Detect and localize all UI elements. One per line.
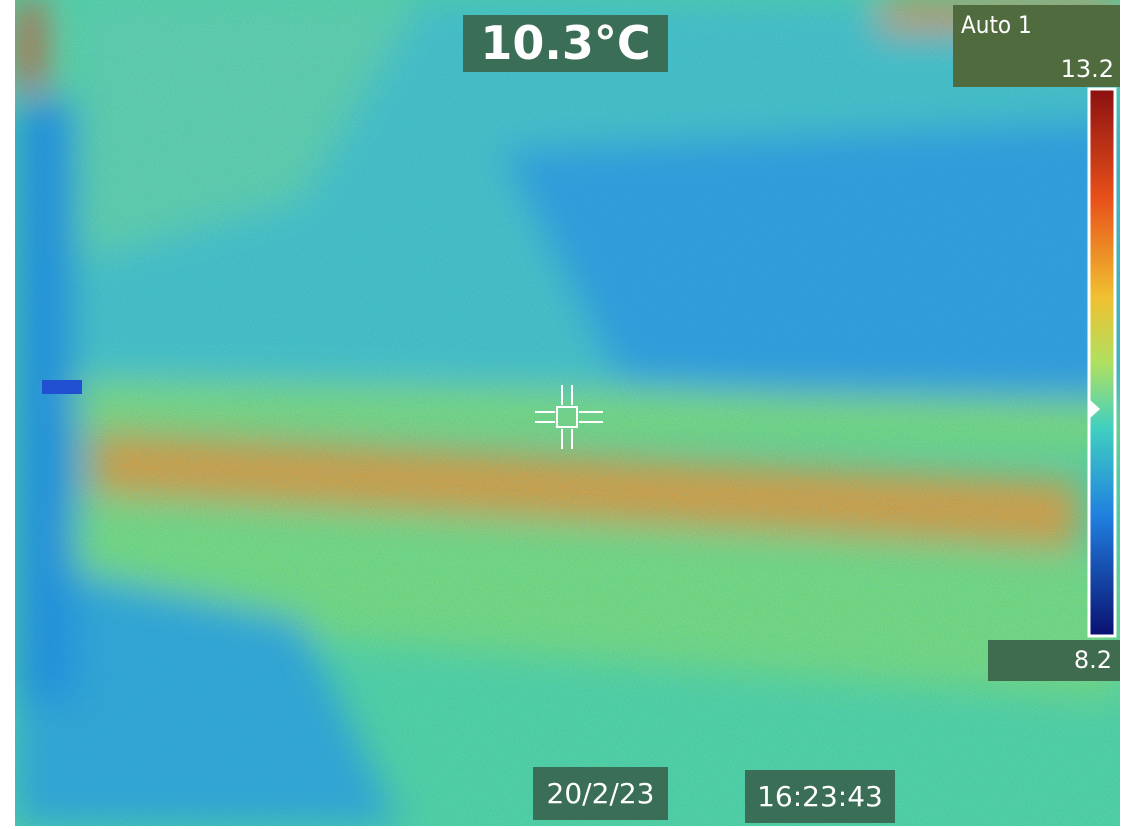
scene	[15, 0, 1120, 826]
scale-min: 8.2	[988, 640, 1120, 681]
thermal-image	[0, 0, 1134, 829]
range-mode-box: Auto 1 13.2	[953, 5, 1120, 87]
spot-temperature: 10.3°C	[463, 15, 668, 72]
scale-max: 13.2	[1061, 55, 1114, 83]
time: 16:23:43	[745, 770, 895, 823]
date: 20/2/23	[533, 767, 668, 820]
color-scale	[1089, 89, 1115, 636]
thermal-screen: 10.3°C Auto 1 13.2 8.2 20/2/23 16:23:43 …	[0, 0, 1134, 829]
range-mode: Auto 1	[961, 11, 1032, 39]
